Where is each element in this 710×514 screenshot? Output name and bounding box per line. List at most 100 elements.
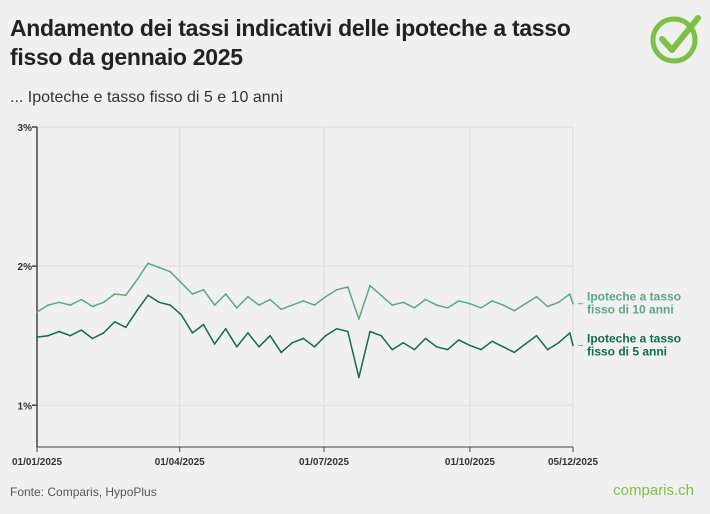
data-point [69, 304, 72, 306]
data-point [136, 279, 138, 281]
data-point [324, 334, 327, 337]
data-point [47, 334, 49, 337]
series-label: fisso di 10 anni [587, 303, 674, 317]
data-point [458, 339, 460, 341]
data-point [213, 343, 216, 345]
data-point [535, 295, 538, 298]
data-point [258, 346, 260, 348]
series-line-5-anni [36, 294, 574, 379]
data-point [369, 330, 371, 333]
data-point [572, 302, 574, 305]
data-point [169, 304, 172, 306]
data-point [491, 340, 493, 343]
data-point [158, 266, 160, 269]
data-point [269, 334, 271, 337]
x-tick-label: 01/01/2025 [12, 457, 62, 468]
x-tick-label: 01/10/2025 [445, 457, 495, 468]
data-point [391, 348, 394, 351]
data-point [36, 311, 38, 313]
y-tick-label: 1% [18, 401, 33, 412]
data-point [202, 323, 205, 326]
data-point [58, 301, 61, 304]
data-point [557, 301, 560, 304]
data-point [435, 304, 438, 306]
data-point [491, 300, 493, 302]
data-point [513, 351, 516, 354]
data-point [291, 341, 294, 344]
data-point [191, 332, 194, 334]
data-point [369, 284, 371, 287]
data-point [202, 288, 205, 291]
data-point [113, 293, 116, 295]
data-point [469, 344, 471, 347]
data-point [413, 348, 416, 351]
data-point [69, 334, 72, 337]
x-tick-label: 01/04/2025 [155, 457, 205, 468]
series-line-10-anni [36, 262, 574, 320]
data-point [247, 332, 249, 334]
data-point [513, 309, 516, 312]
brand-logo-text: comparis.ch [613, 482, 694, 499]
data-point [502, 304, 505, 306]
data-point [480, 348, 482, 351]
y-tick-label: 3% [18, 123, 33, 134]
data-point [402, 301, 405, 304]
data-point [569, 332, 571, 334]
data-point [335, 327, 338, 330]
chart-title: Andamento dei tassi indicativi delle ipo… [10, 15, 571, 70]
data-point [91, 337, 94, 340]
data-point [446, 348, 449, 351]
data-point [535, 334, 538, 337]
data-point [358, 376, 360, 379]
data-point [180, 314, 183, 316]
data-point [524, 302, 527, 305]
data-point [435, 346, 438, 348]
data-point [125, 326, 127, 329]
data-point [102, 332, 105, 334]
data-point [302, 337, 305, 340]
data-point [557, 341, 560, 344]
series-label: fisso di 5 anni [587, 344, 667, 358]
data-point [335, 288, 338, 291]
data-point [324, 295, 327, 298]
x-tick-label: 01/07/2025 [299, 457, 349, 468]
data-point [546, 348, 549, 351]
data-point [224, 327, 227, 330]
data-point [280, 308, 283, 311]
data-point [102, 301, 105, 304]
data-point [258, 304, 260, 306]
source-note: Fonte: Comparis, HypoPlus [10, 485, 157, 499]
data-point [413, 307, 416, 309]
data-point [224, 293, 227, 295]
data-point [47, 304, 49, 306]
data-point [446, 307, 449, 309]
data-point [236, 346, 238, 348]
data-point [58, 330, 61, 333]
data-point [147, 262, 149, 265]
data-point [391, 304, 394, 306]
data-point [91, 305, 94, 308]
data-point [424, 337, 427, 340]
x-tick-label: 05/12/2025 [548, 457, 598, 468]
data-point [380, 334, 382, 337]
data-point [480, 307, 482, 309]
data-point [347, 330, 349, 333]
data-point [36, 336, 38, 338]
data-point [402, 341, 405, 344]
data-point [136, 309, 138, 312]
data-point [291, 304, 294, 306]
data-point [458, 300, 460, 302]
data-point [191, 293, 194, 295]
data-point [546, 305, 549, 308]
data-point [569, 293, 571, 295]
data-point [313, 304, 316, 306]
data-point [358, 318, 360, 320]
data-point [80, 298, 83, 301]
data-point [158, 301, 160, 304]
data-point [572, 344, 574, 347]
series-label: Ipoteche a tasso [587, 331, 681, 345]
y-tick-label: 2% [18, 262, 33, 273]
checkmark-logo-icon [650, 15, 701, 64]
data-point [380, 294, 382, 297]
data-point [247, 295, 249, 298]
